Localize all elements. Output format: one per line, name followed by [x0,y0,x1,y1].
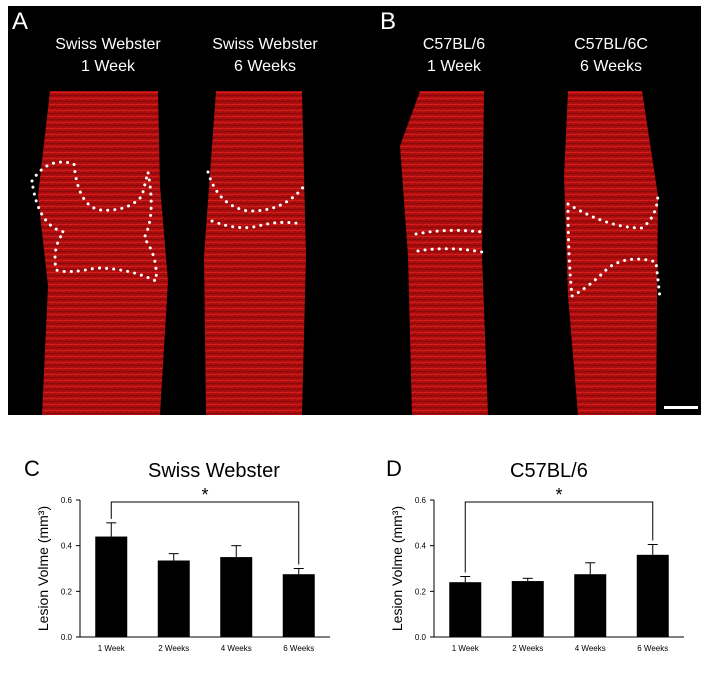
y-tick-label: 0.2 [61,587,73,596]
chart-title-d: C57BL/6 [510,460,588,482]
sample-label-c57-6wk: C57BL/6C 6 Weeks [574,36,648,75]
x-tick-label: 4 Weeks [575,644,606,653]
bar-6-weeks [636,554,669,637]
lesion-outline-c57-6wk [566,190,662,300]
lesion-outline-c57-1wk [414,228,484,254]
x-tick-label: 1 Week [452,644,480,653]
y-axis-label: Lesion Volme (mm³) [389,506,405,631]
y-tick-label: 0.4 [61,542,73,551]
x-tick-label: 6 Weeks [637,644,668,653]
sample-label-sw-6wk: Swiss Webster 6 Weeks [212,36,318,75]
x-tick-label: 6 Weeks [283,644,314,653]
micrograph-panel: A B Swiss Webster 1 Week Swiss Webster 6 W… [8,6,701,415]
y-tick-label: 0.2 [415,587,427,596]
x-tick-label: 4 Weeks [221,644,252,653]
x-tick-label: 2 Weeks [512,644,543,653]
panel-label-d: D [386,456,402,481]
y-tick-label: 0.6 [415,496,427,505]
bar-1-week [449,582,482,637]
y-tick-label: 0.4 [415,542,427,551]
significance-bracket [464,501,654,573]
bar-6-weeks [282,574,315,637]
lesion-outline-sw-6wk [206,170,306,230]
y-tick-label: 0.0 [61,633,73,642]
significance-star: * [201,485,208,505]
sample-label-c57-1wk: C57BL/6 1 Week [422,36,486,75]
bar-4-weeks [220,557,253,637]
x-tick-label: 2 Weeks [158,644,189,653]
bar-1-week [95,536,128,637]
bar-4-weeks [574,574,607,637]
significance-star: * [555,485,562,505]
panel-label-c: C [24,456,40,481]
tissue-c57-1wk [400,91,488,415]
tissue-c57-6wk [564,91,658,415]
sample-label-sw-1wk: Swiss Webster 1 Week [55,36,161,75]
tissue-sw-1wk [38,91,168,415]
x-tick-label: 1 Week [98,644,126,653]
bar-2-weeks [511,581,544,637]
chart-title-c: Swiss Webster [148,460,280,482]
panel-label-b: B [380,8,397,35]
panel-label-a: A [12,8,29,35]
lesion-outline-sw-1wk [30,160,158,284]
tissue-sw-6wk [204,91,306,415]
bar-2-weeks [157,560,190,637]
significance-bracket [110,501,300,565]
y-tick-label: 0.6 [61,496,73,505]
y-tick-label: 0.0 [415,633,427,642]
bar-chart-swiss-webster: 0.0 0.2 0.4 0.6 Lesion Volme (mm³) 1 Week 2 We… [35,485,330,653]
y-axis-label: Lesion Volme (mm³) [35,506,51,631]
scale-bar [664,406,698,409]
bar-chart-c57bl6: 0.0 0.2 0.4 0.6 Lesion Volme (mm³) 1 Week 2 We… [389,485,684,653]
tissue-images [30,91,662,415]
